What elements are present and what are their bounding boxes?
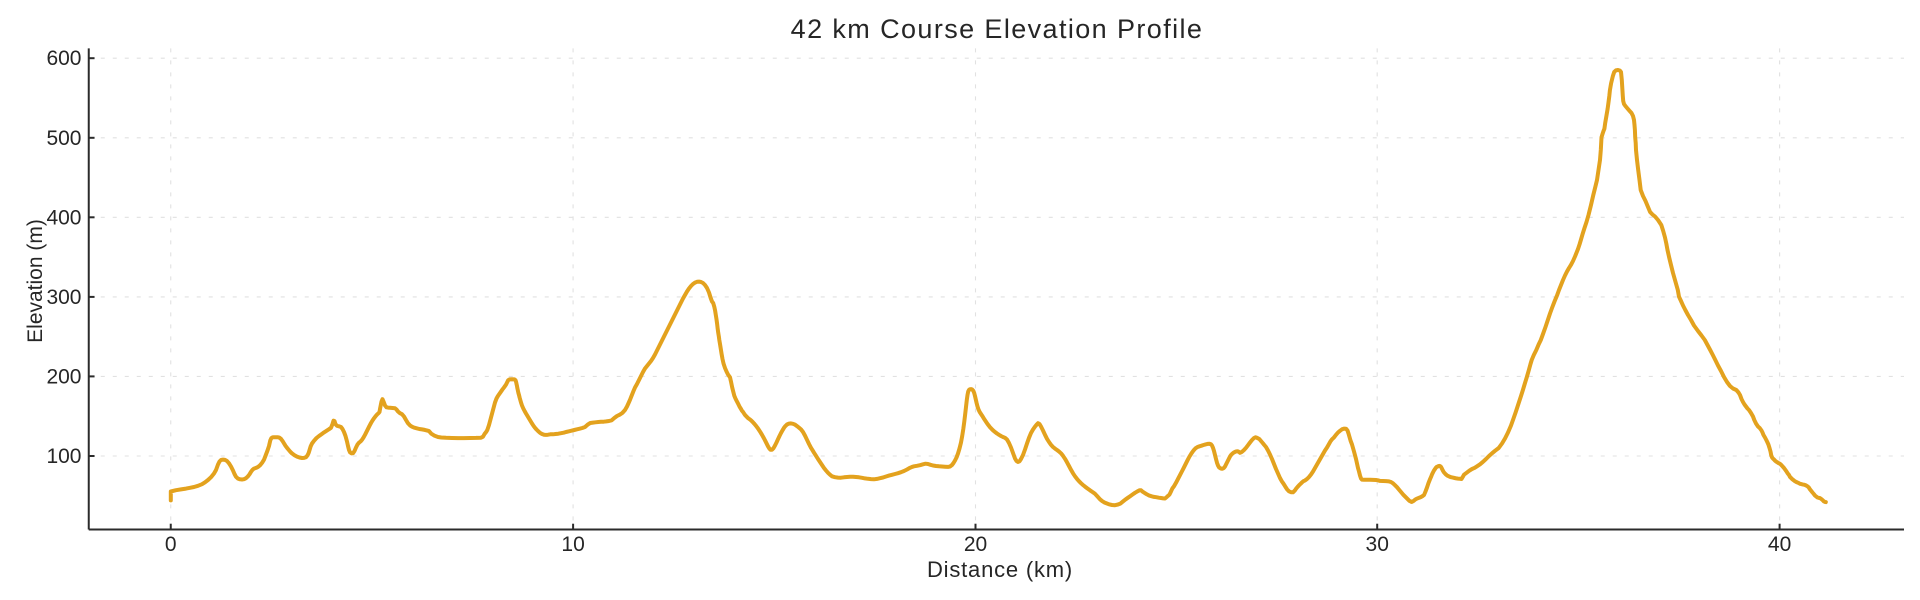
svg-text:300: 300	[46, 286, 81, 309]
svg-text:40: 40	[1768, 533, 1791, 556]
svg-text:Elevation (m): Elevation (m)	[24, 219, 47, 343]
svg-text:Distance (km): Distance (km)	[927, 557, 1073, 582]
svg-text:42 km Course Elevation Profile: 42 km Course Elevation Profile	[791, 14, 1204, 44]
svg-text:100: 100	[46, 445, 81, 468]
svg-text:600: 600	[46, 47, 81, 70]
svg-text:10: 10	[561, 533, 584, 556]
svg-text:20: 20	[964, 533, 987, 556]
svg-text:0: 0	[165, 533, 177, 556]
svg-text:500: 500	[46, 127, 81, 150]
svg-text:30: 30	[1366, 533, 1389, 556]
svg-text:200: 200	[46, 365, 81, 388]
svg-text:400: 400	[46, 206, 81, 229]
